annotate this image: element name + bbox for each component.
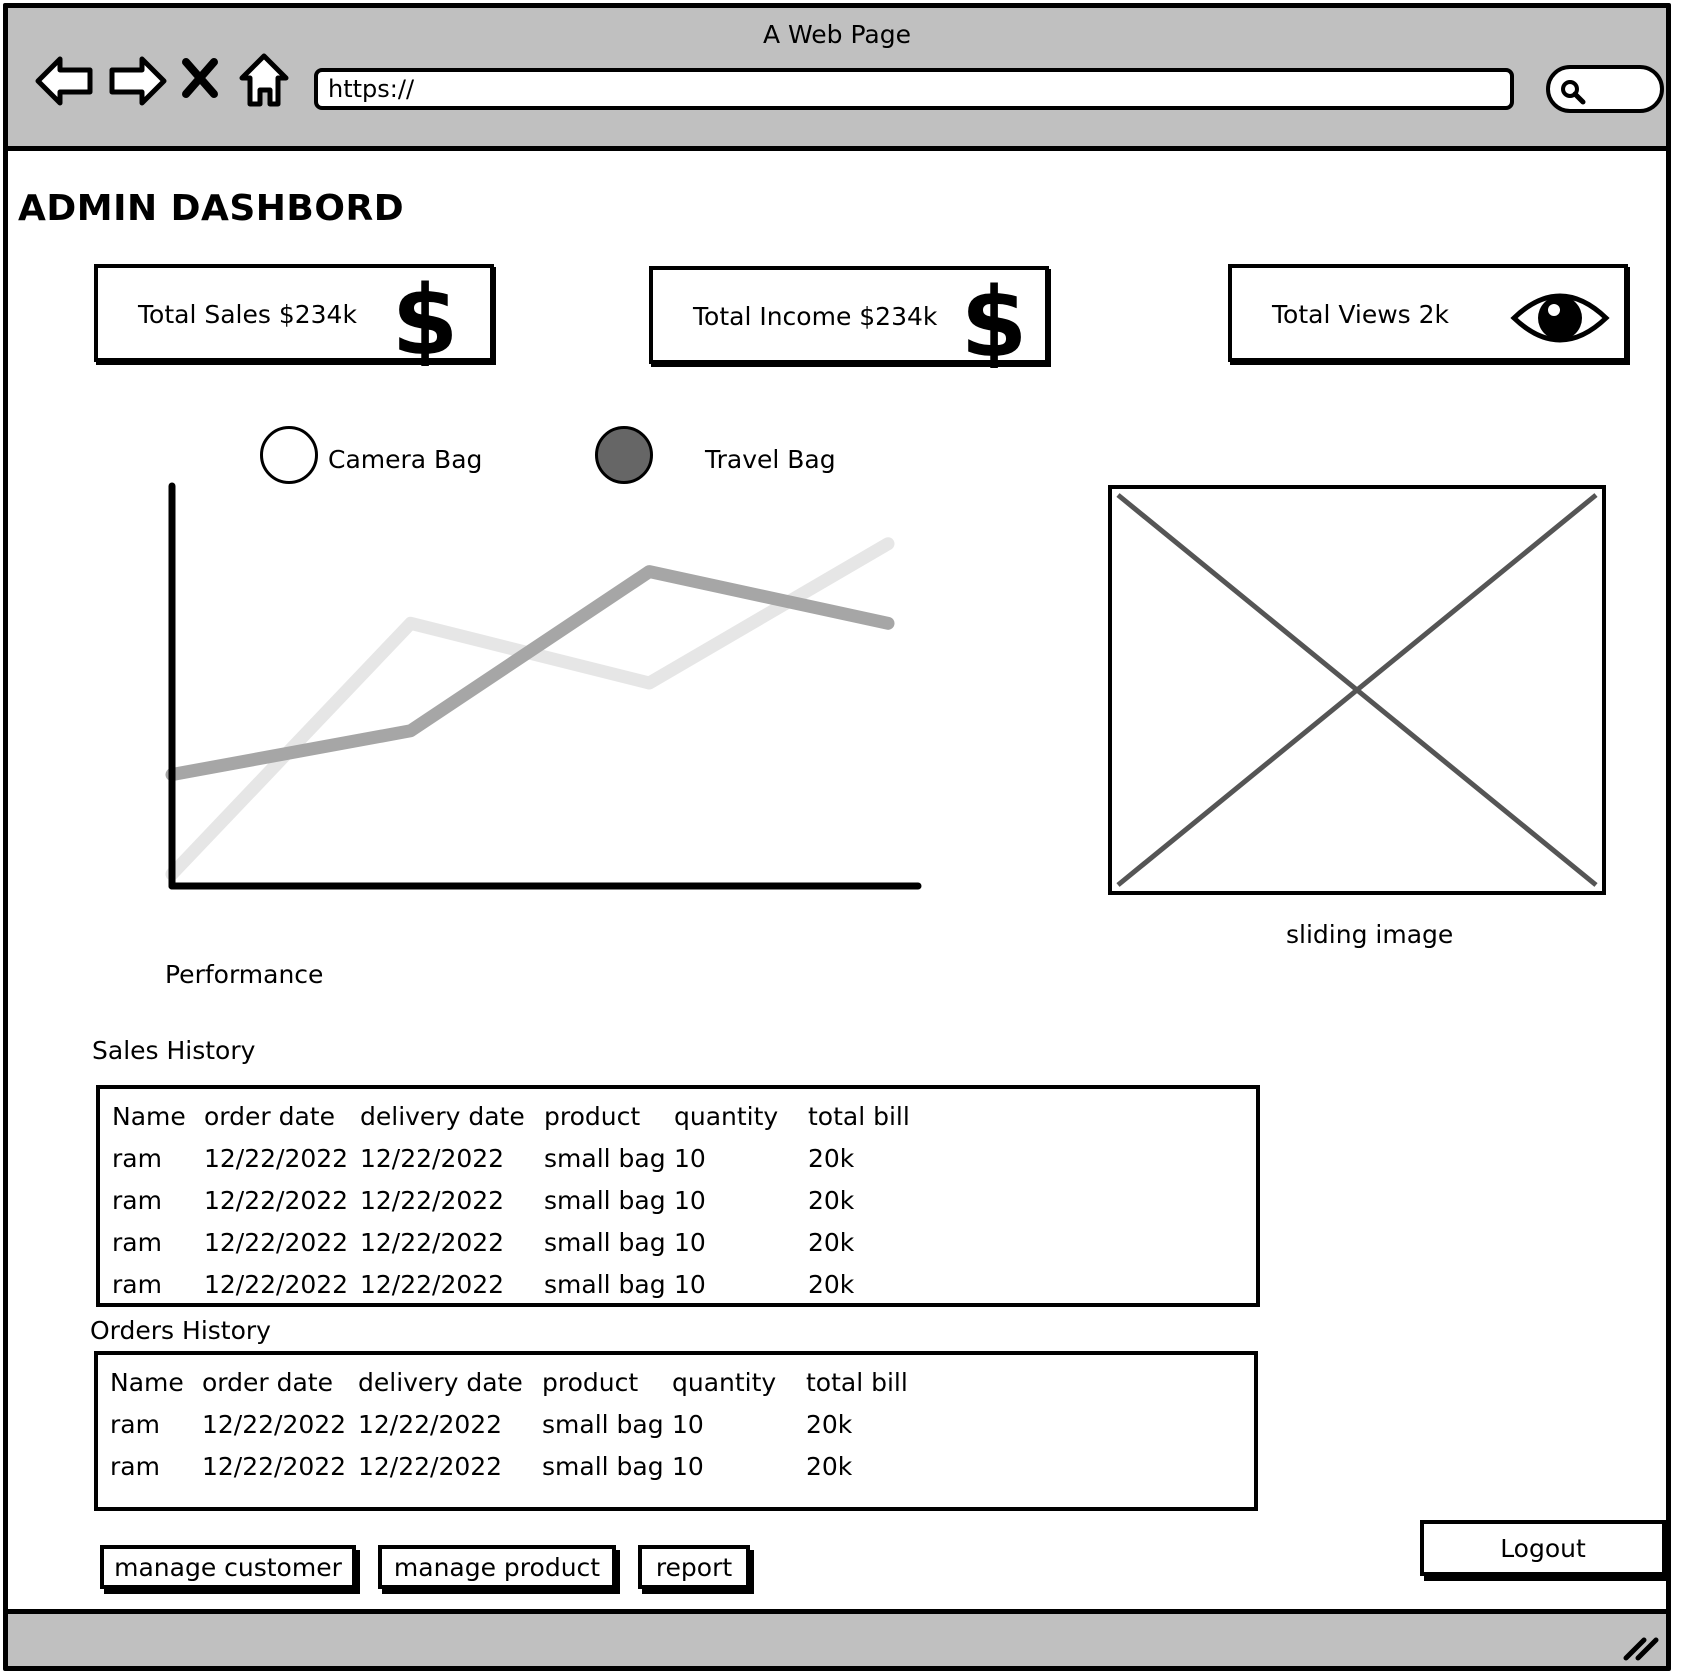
close-icon[interactable] [180, 50, 220, 112]
table-cell: 12/22/2022 [204, 1269, 349, 1299]
table-cell: ram [112, 1185, 162, 1215]
table-cell: 12/22/2022 [358, 1451, 503, 1481]
back-arrow-icon[interactable] [34, 50, 96, 112]
table-cell: ram [112, 1269, 162, 1299]
table-row: ram 12/22/2022 12/22/2022 small bag 10 2… [112, 1263, 958, 1305]
sales-history-title: Sales History [92, 1036, 256, 1065]
column-header: total bill [806, 1367, 908, 1397]
table-cell: 10 [674, 1269, 706, 1299]
stat-label: Total Income $234k [693, 302, 938, 331]
table-cell: 12/22/2022 [202, 1451, 347, 1481]
forward-arrow-icon[interactable] [106, 50, 168, 112]
dollar-icon: $ [961, 272, 1028, 368]
column-header: quantity [674, 1101, 779, 1131]
stat-card-total-sales: Total Sales $234k $ [94, 264, 494, 366]
legend-swatch-camera-bag [260, 426, 318, 484]
column-header: delivery date [360, 1101, 525, 1131]
stat-label: Total Sales $234k [138, 300, 357, 329]
table-cell: ram [112, 1227, 162, 1257]
manage-product-button[interactable]: manage product [378, 1545, 616, 1589]
legend-label-travel-bag: Travel Bag [705, 445, 836, 474]
dollar-icon: $ [392, 270, 459, 366]
orders-history-table: Name order date delivery date product qu… [94, 1351, 1258, 1511]
table-cell: 12/22/2022 [360, 1143, 505, 1173]
sliding-image-placeholder[interactable] [1108, 485, 1606, 895]
table-header-row: Name order date delivery date product qu… [110, 1361, 956, 1403]
table-row: ram 12/22/2022 12/22/2022 small bag 10 2… [110, 1403, 956, 1445]
stat-card-total-income: Total Income $234k $ [649, 266, 1049, 368]
series-line-camera-bag [165, 537, 895, 881]
browser-statusbar [8, 1609, 1666, 1666]
table-cell: 10 [674, 1185, 706, 1215]
column-header: delivery date [358, 1367, 523, 1397]
table-header-row: Name order date delivery date product qu… [112, 1095, 958, 1137]
table-cell: 12/22/2022 [360, 1269, 505, 1299]
stat-label: Total Views 2k [1272, 300, 1450, 329]
table-cell: 20k [808, 1269, 855, 1299]
manage-customer-button[interactable]: manage customer [100, 1545, 356, 1589]
table-cell: 12/22/2022 [358, 1409, 503, 1439]
browser-window: A Web Page https:// [3, 3, 1671, 1671]
table-cell: small bag [542, 1451, 664, 1481]
table-cell: 10 [674, 1143, 706, 1173]
image-placeholder-icon [1116, 493, 1598, 887]
table-cell: ram [110, 1451, 160, 1481]
stat-card-total-views: Total Views 2k [1228, 264, 1628, 362]
table-cell: small bag [544, 1227, 666, 1257]
table-cell: 12/22/2022 [204, 1143, 349, 1173]
table-cell: small bag [544, 1269, 666, 1299]
table-cell: ram [110, 1409, 160, 1439]
sales-history-table: Name order date delivery date product qu… [96, 1085, 1260, 1307]
table-row: ram 12/22/2022 12/22/2022 small bag 10 2… [110, 1445, 956, 1487]
search-icon [1561, 80, 1586, 105]
table-cell: 20k [806, 1451, 853, 1481]
table-row: ram 12/22/2022 12/22/2022 small bag 10 2… [112, 1179, 958, 1221]
table-cell: small bag [542, 1409, 664, 1439]
performance-line-chart [165, 482, 922, 890]
column-header: product [542, 1367, 639, 1397]
column-header: quantity [672, 1367, 777, 1397]
table-cell: small bag [544, 1185, 666, 1215]
table-cell: 12/22/2022 [202, 1409, 347, 1439]
logout-button[interactable]: Logout [1420, 1520, 1666, 1576]
table-cell: 10 [672, 1451, 704, 1481]
table-cell: 20k [806, 1409, 853, 1439]
table-cell: 12/22/2022 [204, 1185, 349, 1215]
table-cell: 20k [808, 1185, 855, 1215]
home-icon[interactable] [238, 50, 300, 112]
column-header: product [544, 1101, 641, 1131]
orders-history-title: Orders History [90, 1316, 271, 1345]
table-cell: small bag [544, 1143, 666, 1173]
table-cell: 10 [672, 1409, 704, 1439]
column-header: order date [204, 1101, 335, 1131]
resize-grip-icon[interactable] [1620, 1628, 1660, 1662]
table-cell: 12/22/2022 [360, 1185, 505, 1215]
table-cell: 12/22/2022 [360, 1227, 505, 1257]
chart-title: Performance [165, 960, 324, 989]
window-title: A Web Page [762, 20, 912, 49]
column-header: order date [202, 1367, 333, 1397]
table-row: ram 12/22/2022 12/22/2022 small bag 10 2… [112, 1137, 958, 1179]
eye-icon [1510, 293, 1610, 343]
series-line-travel-bag [165, 565, 895, 782]
browser-search-box[interactable] [1546, 65, 1664, 113]
column-header: Name [110, 1367, 184, 1397]
table-cell: 10 [674, 1227, 706, 1257]
table-cell: 20k [808, 1227, 855, 1257]
page-title: ADMIN DASHBORD [18, 188, 405, 229]
image-caption: sliding image [1286, 920, 1454, 949]
table-cell: 12/22/2022 [204, 1227, 349, 1257]
legend-swatch-travel-bag [595, 426, 653, 484]
table-cell: 20k [808, 1143, 855, 1173]
column-header: total bill [808, 1101, 910, 1131]
browser-titlebar: A Web Page https:// [8, 8, 1666, 151]
url-input[interactable]: https:// [314, 68, 1514, 110]
table-row: ram 12/22/2022 12/22/2022 small bag 10 2… [112, 1221, 958, 1263]
report-button[interactable]: report [638, 1545, 750, 1589]
svg-text:$: $ [392, 270, 459, 366]
column-header: Name [112, 1101, 186, 1131]
table-cell: ram [112, 1143, 162, 1173]
legend-label-camera-bag: Camera Bag [328, 445, 483, 474]
svg-text:$: $ [961, 272, 1028, 368]
